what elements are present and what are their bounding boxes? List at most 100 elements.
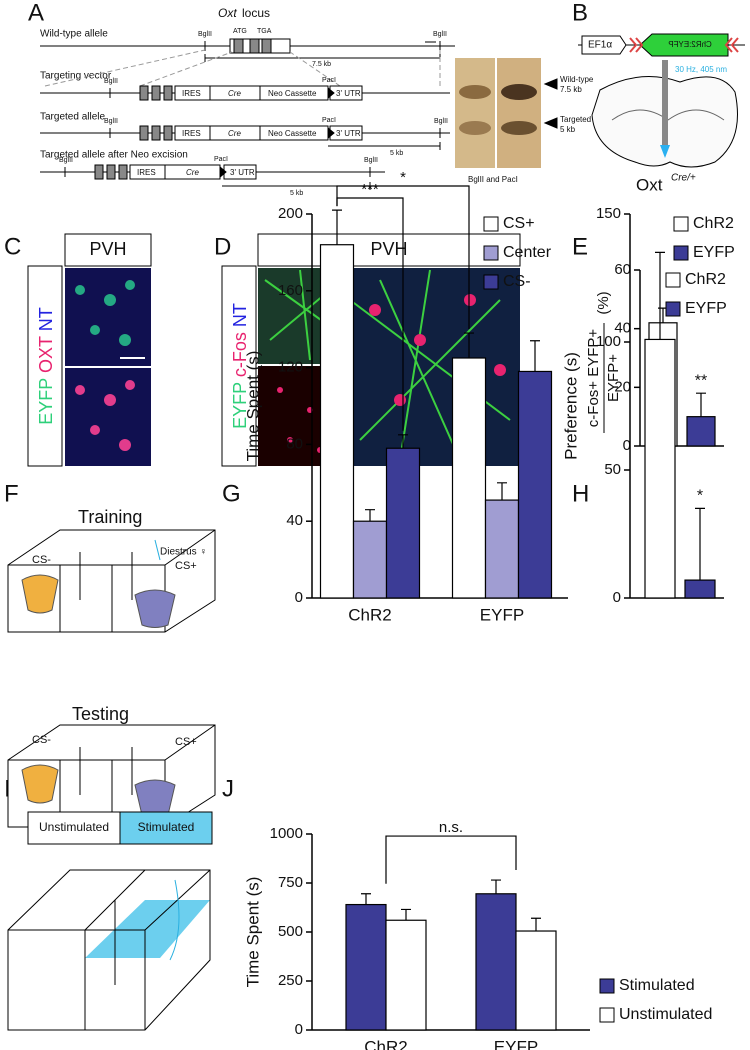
site: ATG	[233, 28, 247, 35]
panel-letter: J	[222, 775, 234, 802]
bar	[451, 357, 487, 599]
size: 5 kb	[390, 150, 403, 157]
bar	[475, 893, 517, 1031]
legend-label: CS+	[503, 215, 535, 232]
construct: IRES Cre Neo Cassette 3' UTR	[139, 85, 363, 101]
row-label: Wild-type allele	[40, 29, 108, 40]
cs-label: CS+	[175, 560, 197, 572]
error-bar	[401, 908, 411, 921]
stain: OXT	[36, 336, 56, 373]
y-tick-label: 0	[623, 437, 631, 454]
size: 5 kb	[290, 190, 303, 197]
legend-label: Center	[503, 244, 552, 261]
panel-f-diagram: Training CS- CS+ Diestrus ♀ Testing CS- …	[7, 507, 216, 828]
blot-label: 5 kb	[560, 125, 576, 134]
significance-label: **	[695, 372, 707, 389]
legend-label: ChR2	[693, 215, 734, 232]
element: IRES	[182, 89, 201, 98]
bar	[352, 520, 388, 599]
y-tick-label: 40	[286, 512, 303, 529]
x-tick-label: ChR2	[348, 605, 391, 624]
panel-a-diagram: Oxt locus Wild-type allele Targeting vec…	[40, 6, 594, 197]
locus: locus	[242, 6, 270, 20]
error-bar	[530, 340, 540, 372]
region: PVH	[370, 239, 407, 259]
bar	[345, 903, 387, 1031]
legend-swatch	[599, 978, 615, 994]
genotype: Oxt	[636, 175, 663, 194]
svg-text:EYFP c-Fos NT: EYFP c-Fos NT	[230, 303, 250, 429]
error-bar	[696, 392, 706, 417]
bar	[517, 370, 553, 599]
construct: ChR2:EYFP	[668, 40, 712, 49]
significance-label: *	[697, 488, 703, 505]
y-tick-label: 80	[286, 435, 303, 452]
blot-caption: BglII and PacI	[468, 175, 518, 184]
blot-label: Targeted	[560, 115, 591, 124]
significance-label: ***	[361, 181, 379, 198]
site: BglII	[104, 78, 118, 85]
element: Neo Cassette	[268, 129, 317, 138]
zone-label: Unstimulated	[39, 820, 109, 834]
panel-b-diagram: EF1α ChR2:EYFP 30 Hz, 405 nm Oxt Cre/+	[578, 33, 745, 194]
site: TGA	[257, 28, 272, 35]
female: Diestrus ♀	[160, 547, 207, 558]
legend-swatch	[483, 274, 499, 290]
error-bar	[365, 509, 375, 522]
error-bar	[531, 917, 541, 932]
svg-text:EYFP OXT NT: EYFP OXT NT	[36, 307, 56, 424]
bar	[686, 416, 716, 447]
site: BglII	[198, 31, 212, 38]
site: BglII	[433, 31, 447, 38]
y-tick-label: 0	[613, 589, 621, 606]
legend-label: Stimulated	[619, 977, 695, 994]
y-tick-label: 200	[278, 205, 303, 222]
panel-letter: G	[222, 480, 241, 507]
y-tick-label: 50	[604, 461, 621, 478]
y-tick-label: 120	[278, 359, 303, 376]
panel-c-image: PVH EYFP OXT NT	[27, 233, 152, 467]
y-tick-label: 500	[278, 923, 303, 940]
site: BglII	[104, 118, 118, 125]
stain: NT	[36, 307, 56, 331]
panel-letter: I	[4, 775, 11, 802]
y-tick-label: 0	[295, 1021, 303, 1038]
row-label: Targeting vector	[40, 71, 112, 82]
legend-label: ChR2	[685, 271, 726, 288]
y-tick-label: 250	[278, 972, 303, 989]
x-tick-label: EYFP	[480, 605, 524, 624]
significance-bracket	[336, 185, 470, 330]
y-tick-label: 160	[278, 282, 303, 299]
y-tick-label: 750	[278, 874, 303, 891]
cs-label: CS-	[32, 734, 51, 746]
panel-letter: E	[572, 233, 588, 260]
x-tick-label: EYFP	[494, 1037, 538, 1050]
bar	[319, 244, 355, 599]
error-bar	[398, 434, 408, 449]
bar	[385, 919, 427, 1031]
size: 7.5 kb	[312, 61, 331, 68]
chart: 0 250 500 750 1000 Time Spent (s) ChR2 EYFP Stim…	[243, 819, 712, 1050]
error-bar	[491, 879, 501, 894]
bar	[644, 338, 676, 599]
y-axis-label: (%)	[595, 291, 612, 314]
panel-letter: C	[4, 233, 21, 260]
panel-letter: A	[28, 0, 44, 26]
cs-label: CS+	[175, 736, 197, 748]
legend-label: EYFP	[685, 300, 727, 317]
panel-letter: D	[214, 233, 231, 260]
element: 3' UTR	[336, 129, 361, 138]
blot-label: 7.5 kb	[560, 85, 582, 94]
bar	[515, 930, 557, 1031]
stain: c-Fos	[230, 332, 250, 377]
cs-label: CS-	[32, 554, 51, 566]
y-tick-label: 100	[596, 333, 621, 350]
region: PVH	[89, 239, 126, 259]
panel-letter: F	[4, 480, 19, 507]
row-label: Targeted allele after Neo excision	[40, 150, 188, 161]
legend-swatch	[599, 1007, 615, 1023]
element: Cre	[186, 168, 199, 177]
y-tick-label: 0	[295, 589, 303, 606]
legend-label: Unstimulated	[619, 1006, 712, 1023]
